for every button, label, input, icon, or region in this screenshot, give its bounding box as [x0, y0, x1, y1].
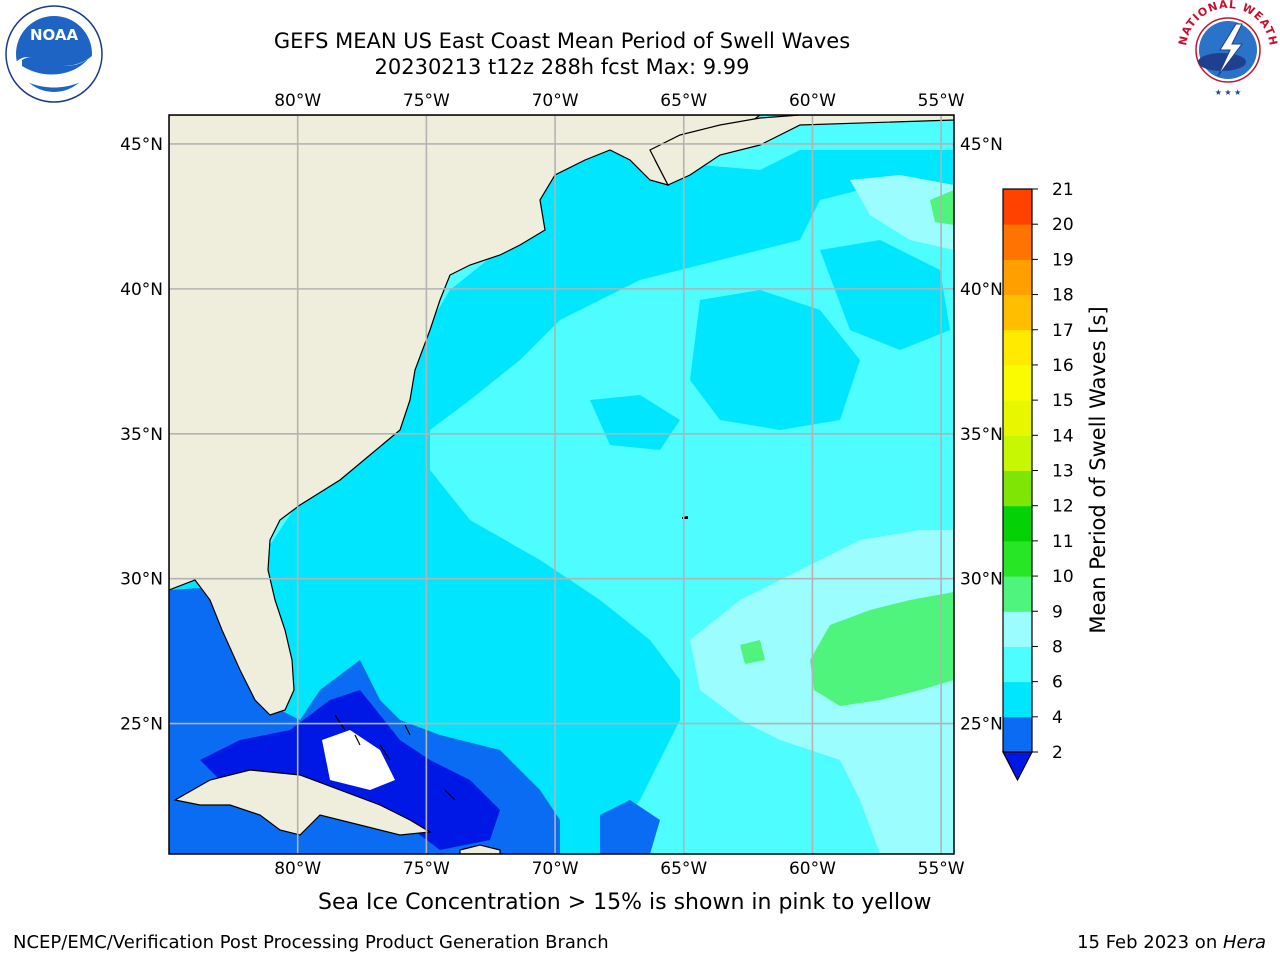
colorbar-segment	[1003, 716, 1032, 753]
colorbar-segment	[1003, 435, 1032, 471]
lon-label-bottom: 65°W	[660, 859, 707, 879]
colorbar-tick-label: 2	[1052, 743, 1063, 763]
chart-subtitle: 20230213 t12z 288h fcst Max: 9.99	[374, 55, 750, 79]
noaa-logo-text: NOAA	[30, 26, 79, 44]
ocean-period-9-10	[810, 592, 954, 706]
colorbar-tick-label: 10	[1052, 567, 1074, 587]
colorbar-tick-label: 13	[1052, 462, 1074, 482]
colorbar-segment	[1003, 294, 1032, 331]
colorbar-tick-label: 16	[1052, 356, 1074, 376]
colorbar-tick-label: 4	[1052, 708, 1063, 728]
colorbar-tick-label: 19	[1052, 250, 1074, 270]
swell-field	[169, 115, 954, 854]
colorbar-segment	[1003, 576, 1032, 612]
chart-title: GEFS MEAN US East Coast Mean Period of S…	[273, 29, 851, 53]
colorbar-extend-min	[1002, 751, 1033, 782]
colorbar-segment	[1003, 224, 1032, 260]
colorbar-tick-label: 8	[1052, 637, 1063, 657]
ocean-period-8-9-north	[850, 175, 954, 250]
ocean-period-2-4-east	[600, 800, 660, 854]
ocean-period-9-10-ne	[930, 190, 954, 225]
colorbar-segment	[1003, 646, 1032, 683]
ocean-period-9-10-small	[740, 640, 765, 664]
colorbar-tick-label: 15	[1052, 391, 1074, 411]
colorbar-tick-label: 11	[1052, 532, 1074, 552]
ocean-period-4-6-north	[690, 290, 860, 430]
ocean-period-4-6-central	[590, 395, 680, 450]
nws-logo: NATIONAL WEATHER SERVICE ★ ★ ★	[1171, 0, 1280, 100]
lon-label-top: 55°W	[918, 91, 965, 111]
lat-label-left: 35°N	[120, 425, 163, 445]
lat-label-right: 45°N	[960, 135, 1003, 155]
colorbar-tick-label: 12	[1052, 497, 1074, 517]
lat-label-left: 25°N	[120, 715, 163, 735]
map-frame	[168, 114, 955, 855]
colorbar-segment	[1003, 611, 1032, 647]
colorbar-segment	[1003, 364, 1032, 401]
lat-label-left: 40°N	[120, 280, 163, 300]
lat-label-left: 30°N	[120, 570, 163, 590]
footer-credit: NCEP/EMC/Verification Post Processing Pr…	[13, 932, 609, 953]
colorbar-segment	[1003, 470, 1032, 507]
colorbar-tick-label: 21	[1052, 180, 1074, 200]
colorbar: 2 4 6 8 9 10 11 12 13 14 15 16 17 18 19 20 21	[1002, 180, 1074, 782]
axis-tick-labels: 80°W 80°W 75°W 75°W 70°W 70°W 65°W 65°W 60°W 60°W…	[120, 91, 1003, 879]
colorbar-segment	[1003, 329, 1032, 366]
colorbar-segment	[1003, 681, 1032, 718]
colorbar-tick-label: 14	[1052, 426, 1074, 446]
lat-label-right: 30°N	[960, 570, 1003, 590]
colorbar-tick-label: 20	[1052, 215, 1074, 235]
colorbar-tick-label: 9	[1052, 602, 1063, 622]
lon-label-top: 65°W	[660, 91, 707, 111]
colorbar-tick-label: 17	[1052, 321, 1074, 341]
bahamas-shallow	[322, 730, 395, 790]
land-bahamas-islands	[334, 714, 456, 801]
footer-date: 15 Feb 2023 on Hera	[1077, 932, 1266, 953]
lon-label-bottom: 60°W	[789, 859, 836, 879]
lon-label-top: 80°W	[274, 91, 321, 111]
colorbar-segment	[1003, 505, 1032, 542]
lat-label-right: 35°N	[960, 425, 1003, 445]
svg-text:★ ★ ★: ★ ★ ★	[1215, 88, 1242, 97]
lat-label-right: 40°N	[960, 280, 1003, 300]
lat-label-left: 45°N	[120, 135, 163, 155]
lon-label-bottom: 70°W	[532, 859, 579, 879]
land-nova-scotia	[649, 115, 954, 186]
lon-label-top: 70°W	[532, 91, 579, 111]
lon-label-bottom: 75°W	[403, 859, 450, 879]
colorbar-segment	[1003, 189, 1032, 225]
lat-label-right: 25°N	[960, 715, 1003, 735]
lon-label-top: 75°W	[403, 91, 450, 111]
sea-ice-note: Sea Ice Concentration > 15% is shown in …	[318, 890, 932, 915]
colorbar-tick-label: 6	[1052, 673, 1063, 693]
colorbar-segment	[1003, 259, 1032, 296]
ocean-period-4-6-east	[820, 240, 950, 350]
noaa-logo: NOAA	[4, 4, 104, 104]
graticule	[169, 115, 954, 854]
colorbar-segment	[1003, 540, 1032, 577]
lon-label-bottom: 80°W	[274, 859, 321, 879]
lon-label-bottom: 55°W	[918, 859, 965, 879]
footer-date-text: 15 Feb 2023 on	[1077, 932, 1223, 953]
lon-label-top: 60°W	[789, 91, 836, 111]
colorbar-label: Mean Period of Swell Waves [s]	[1086, 306, 1110, 634]
colorbar-tick-label: 18	[1052, 286, 1074, 306]
footer-host: Hera	[1222, 932, 1266, 953]
land-cuba	[173, 769, 432, 836]
colorbar-segment	[1003, 400, 1032, 436]
